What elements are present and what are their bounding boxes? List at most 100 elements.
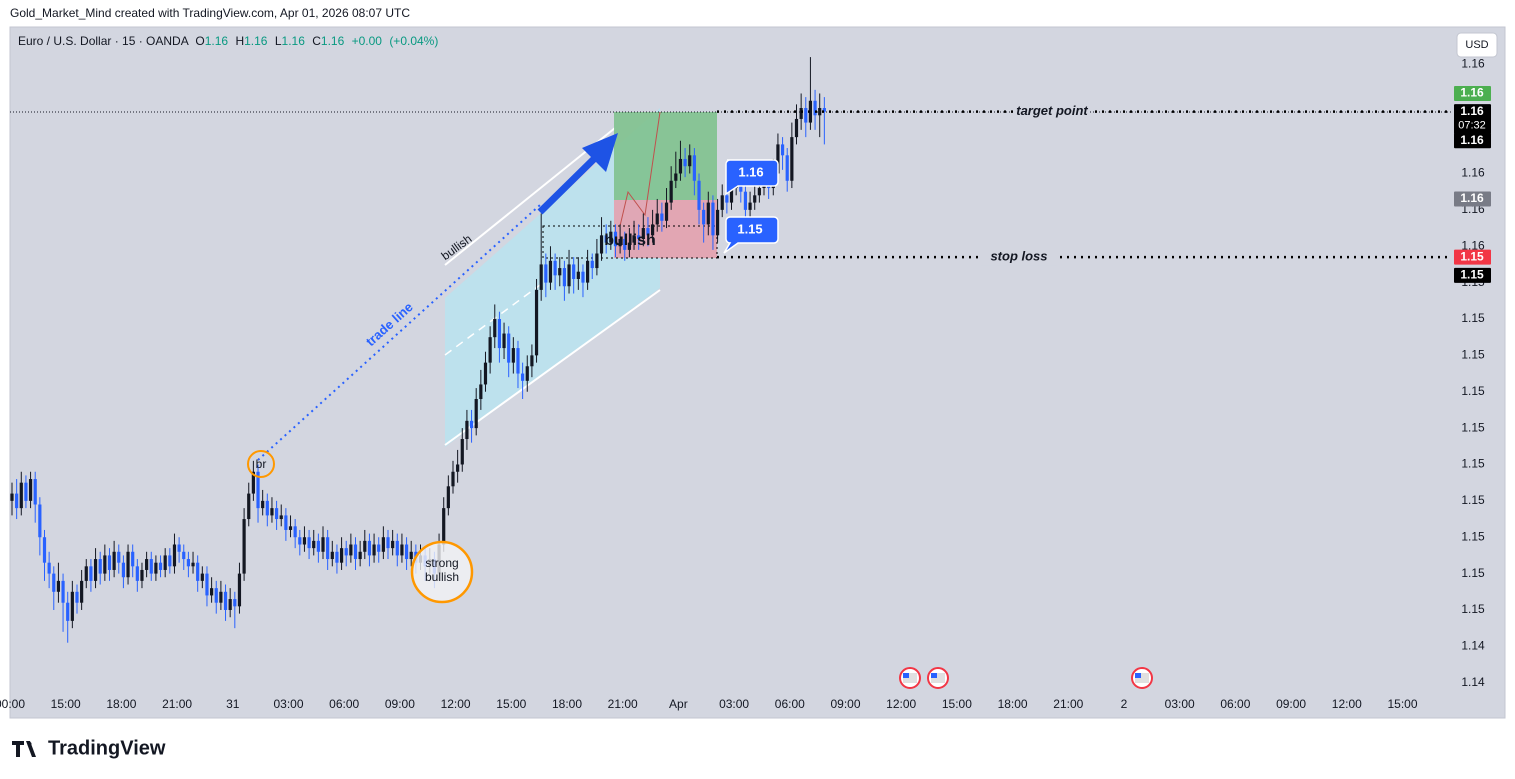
y-tick-label: 1.15 xyxy=(1461,493,1485,507)
candle-body xyxy=(247,493,251,520)
candle-body xyxy=(265,500,269,516)
candle-body xyxy=(599,235,604,254)
y-tick-label: 1.14 xyxy=(1461,639,1485,653)
credit: Gold_Market_Mind created with TradingVie… xyxy=(10,6,410,20)
candle-body xyxy=(270,508,274,516)
currency-label: USD xyxy=(1465,39,1488,51)
candle-body xyxy=(177,544,181,552)
candle-body xyxy=(196,562,200,581)
candle-body xyxy=(790,137,794,181)
x-tick-label: 12:00 xyxy=(441,697,471,711)
candle-body xyxy=(182,551,186,560)
price-label: 1.15 xyxy=(1460,268,1484,282)
flag-icon xyxy=(1135,673,1141,678)
candle-body xyxy=(655,213,659,225)
candle-body xyxy=(47,562,51,574)
candle-body xyxy=(637,235,641,239)
candle-body xyxy=(377,544,381,552)
candle-body xyxy=(646,228,650,236)
candle-body xyxy=(163,555,167,570)
channel-fill xyxy=(445,108,660,447)
candle-body xyxy=(442,508,446,545)
price-label-bg xyxy=(1454,191,1491,207)
candle-body xyxy=(154,562,158,574)
change: +0.00 xyxy=(352,34,383,48)
level-label: target point xyxy=(1016,103,1088,118)
candle-body xyxy=(38,504,42,538)
candle-body xyxy=(507,333,511,363)
candle-body xyxy=(107,555,112,570)
price-label: 1.16 xyxy=(1460,86,1484,100)
candle-body xyxy=(729,188,734,203)
x-tick-label: 06:00 xyxy=(329,697,359,711)
candle-body xyxy=(562,268,566,287)
candle-body xyxy=(711,202,715,236)
candle-body xyxy=(256,471,260,509)
x-tick-label: 21:00 xyxy=(1053,697,1083,711)
candle-body xyxy=(56,580,61,592)
candle-body xyxy=(474,399,478,429)
candle-body xyxy=(140,569,144,581)
ohlc-value: 1.16 xyxy=(321,34,345,48)
candle-body xyxy=(456,464,460,472)
candle-body xyxy=(785,155,789,181)
candle-body xyxy=(70,591,74,621)
candle-body xyxy=(446,486,450,509)
currency-button[interactable] xyxy=(1456,32,1498,58)
pattern-label: bullish xyxy=(604,232,656,249)
candle-body xyxy=(363,540,367,552)
candle-body xyxy=(28,479,33,501)
candle-body xyxy=(660,213,664,221)
logo-icon xyxy=(27,742,32,746)
x-tick-label: 03:00 xyxy=(719,697,749,711)
x-tick-label: Apr xyxy=(669,697,688,711)
y-tick-label: 1.15 xyxy=(1461,602,1485,616)
candle-body xyxy=(223,591,228,610)
candle-body xyxy=(33,479,37,505)
y-tick-label: 1.15 xyxy=(1461,420,1485,434)
x-tick-label: 15:00 xyxy=(942,697,972,711)
ohlc-value: 1.16 xyxy=(282,34,306,48)
x-tick-label: 09:00 xyxy=(385,697,415,711)
x-tick-label: 03:00 xyxy=(273,697,303,711)
flag-icon xyxy=(931,673,937,678)
x-tick-label: 06:00 xyxy=(1220,697,1250,711)
candle-body xyxy=(395,540,399,556)
flag-icon xyxy=(1135,673,1149,683)
candle-body xyxy=(149,559,153,574)
arrow-shaft xyxy=(537,152,601,215)
candle-body xyxy=(288,526,293,530)
marker-label: bullish xyxy=(425,570,459,584)
candle-body xyxy=(623,238,627,250)
candle-body xyxy=(516,348,520,374)
candle-body xyxy=(10,493,14,501)
candle-body xyxy=(242,519,246,574)
symbol: Euro / U.S. Dollar · 15 · OANDA xyxy=(18,34,189,48)
price-label-bg xyxy=(1454,133,1491,149)
candle-body xyxy=(131,551,135,567)
x-tick-label: 18:00 xyxy=(998,697,1028,711)
callout xyxy=(725,159,779,196)
candle-body xyxy=(61,580,65,603)
y-tick-label: 1.16 xyxy=(1461,166,1485,180)
x-tick-label: 09:00 xyxy=(1276,697,1306,711)
level-label-bg xyxy=(1014,103,1090,120)
candle-body xyxy=(312,540,316,549)
candle-body xyxy=(799,108,803,119)
candle-body xyxy=(488,337,492,363)
candle-body xyxy=(339,548,344,563)
candle-body xyxy=(168,555,172,567)
chart-area xyxy=(9,26,1506,719)
x-tick-label: 21:00 xyxy=(162,697,192,711)
candle-body xyxy=(404,544,409,560)
candle-body xyxy=(298,537,302,545)
candle-body xyxy=(804,108,808,123)
x-tick-label: 00:00 xyxy=(0,697,25,711)
x-tick-label: 12:00 xyxy=(886,697,916,711)
countdown: 07:32 xyxy=(1458,120,1486,132)
candle-body xyxy=(632,235,636,243)
candle-body xyxy=(753,195,757,203)
candle-body xyxy=(349,544,353,556)
candle-body xyxy=(205,573,209,596)
